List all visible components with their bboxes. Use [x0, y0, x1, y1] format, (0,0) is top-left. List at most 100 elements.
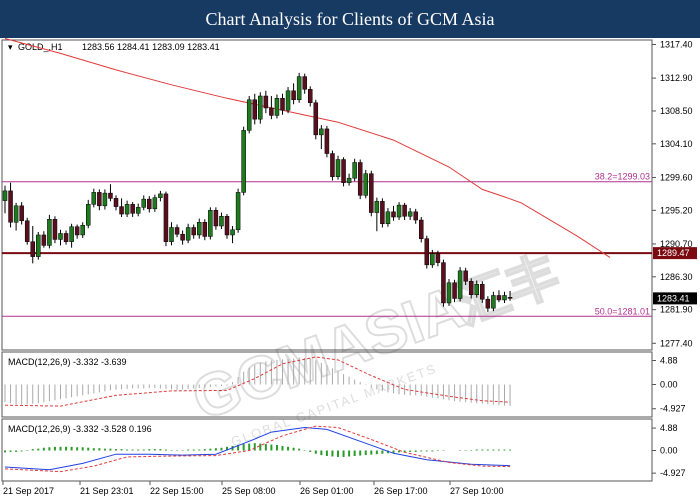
time-tick-label: 25 Sep 08:00 [222, 486, 276, 496]
candle [280, 93, 285, 115]
price-panel-frame [1, 39, 653, 351]
candle [258, 92, 263, 124]
candle [424, 235, 430, 269]
candle [41, 231, 47, 248]
candle [30, 226, 35, 264]
candle [391, 205, 396, 221]
candle [419, 217, 424, 243]
symbol-label: GOLD_,H1 [18, 42, 63, 52]
time-tick-label: 26 Sep 01:00 [300, 486, 354, 496]
candle [263, 90, 269, 114]
macd2-plot: 4.88 0.00 -4.927 [4, 423, 686, 478]
time-tick-label: 27 Sep 10:00 [450, 486, 504, 496]
candle [402, 202, 407, 221]
macd-tick-label: 4.88 [660, 355, 678, 365]
candle [485, 296, 491, 312]
candle [119, 198, 124, 218]
candle [346, 173, 352, 186]
candle [158, 190, 163, 202]
candle [441, 259, 446, 307]
candle [213, 207, 219, 230]
support-price-tag [653, 247, 697, 260]
candle [197, 218, 202, 239]
candle [230, 226, 235, 244]
macd1-plot: 4.88 0.00 -4.927 [4, 355, 686, 414]
fib-level-label: 38.2=1299.03 [595, 172, 650, 182]
candle [507, 290, 513, 301]
candle [224, 214, 230, 239]
candle [407, 208, 413, 221]
price-tick-label: 1286.30 [660, 272, 693, 282]
watermark-brand-cn: 汇丰 [450, 246, 568, 336]
price-tick-label: 1295.20 [660, 205, 693, 215]
candle [369, 170, 374, 217]
candle [319, 125, 324, 150]
candle [285, 87, 291, 114]
candle [47, 214, 52, 249]
candle [130, 202, 135, 218]
candle [86, 199, 91, 229]
candle [191, 224, 196, 239]
candle [97, 189, 102, 211]
macd-tick-label: -4.927 [660, 468, 686, 478]
candle [36, 231, 41, 260]
candle [335, 155, 341, 180]
candle [374, 197, 380, 232]
candle [341, 157, 346, 187]
candle [385, 208, 391, 227]
macd-main-line [4, 426, 511, 471]
candle [52, 216, 58, 244]
candle [435, 250, 441, 267]
candle [274, 94, 280, 119]
time-tick-label: 21 Sep 2017 [3, 486, 54, 496]
candle [468, 278, 474, 299]
price-tick-label: 1299.60 [660, 172, 693, 182]
price-tick-label: 1312.90 [660, 73, 693, 83]
candle [91, 188, 97, 208]
candle [19, 202, 24, 225]
candle [163, 191, 169, 247]
candle [324, 125, 330, 158]
horizontal-levels [2, 181, 652, 317]
candle [169, 222, 174, 246]
candle [380, 198, 385, 228]
macd-tick-label: -4.927 [660, 404, 686, 414]
candle [302, 73, 307, 94]
candle [457, 267, 463, 302]
current-price-label: 1283.41 [657, 293, 690, 303]
candle [174, 224, 180, 238]
moving-average [4, 38, 611, 258]
candle [363, 169, 368, 199]
candle [396, 202, 402, 221]
candle [141, 195, 146, 211]
macd-signal-line [4, 356, 511, 407]
support-price-label: 1289.47 [657, 248, 690, 258]
candle [463, 267, 468, 286]
candle [413, 208, 418, 224]
macd1-title: MACD(12,26,9) -3.332 -3.639 [8, 357, 127, 367]
candle [152, 194, 158, 212]
candle [296, 72, 302, 103]
candle [269, 96, 274, 120]
candle [291, 83, 296, 105]
time-tick-label: 26 Sep 17:00 [374, 486, 428, 496]
macd-tick-label: 4.88 [660, 423, 678, 433]
price-tick-label: 1308.50 [660, 106, 693, 116]
current-price-tag [653, 292, 697, 305]
candle [474, 280, 479, 298]
candle [208, 207, 213, 240]
candle [357, 159, 363, 200]
candle [108, 184, 113, 202]
price-tick-label: 1290.70 [660, 239, 693, 249]
candle [124, 200, 130, 218]
candle [24, 217, 30, 245]
watermark: GCMASIA 汇丰 GLOBAL CAPITAL MARKETS [183, 245, 568, 449]
candle [480, 281, 485, 303]
price-tick-label: 1277.40 [660, 338, 693, 348]
level-labels: 38.2=1299.03 1289.47 50.0=1281.01 1283.41 [595, 172, 697, 316]
macd-tick-label: 0.00 [660, 380, 678, 390]
candle [496, 290, 502, 303]
candle [69, 223, 74, 248]
price-tick-label: 1281.90 [660, 305, 693, 315]
candle [352, 158, 357, 182]
